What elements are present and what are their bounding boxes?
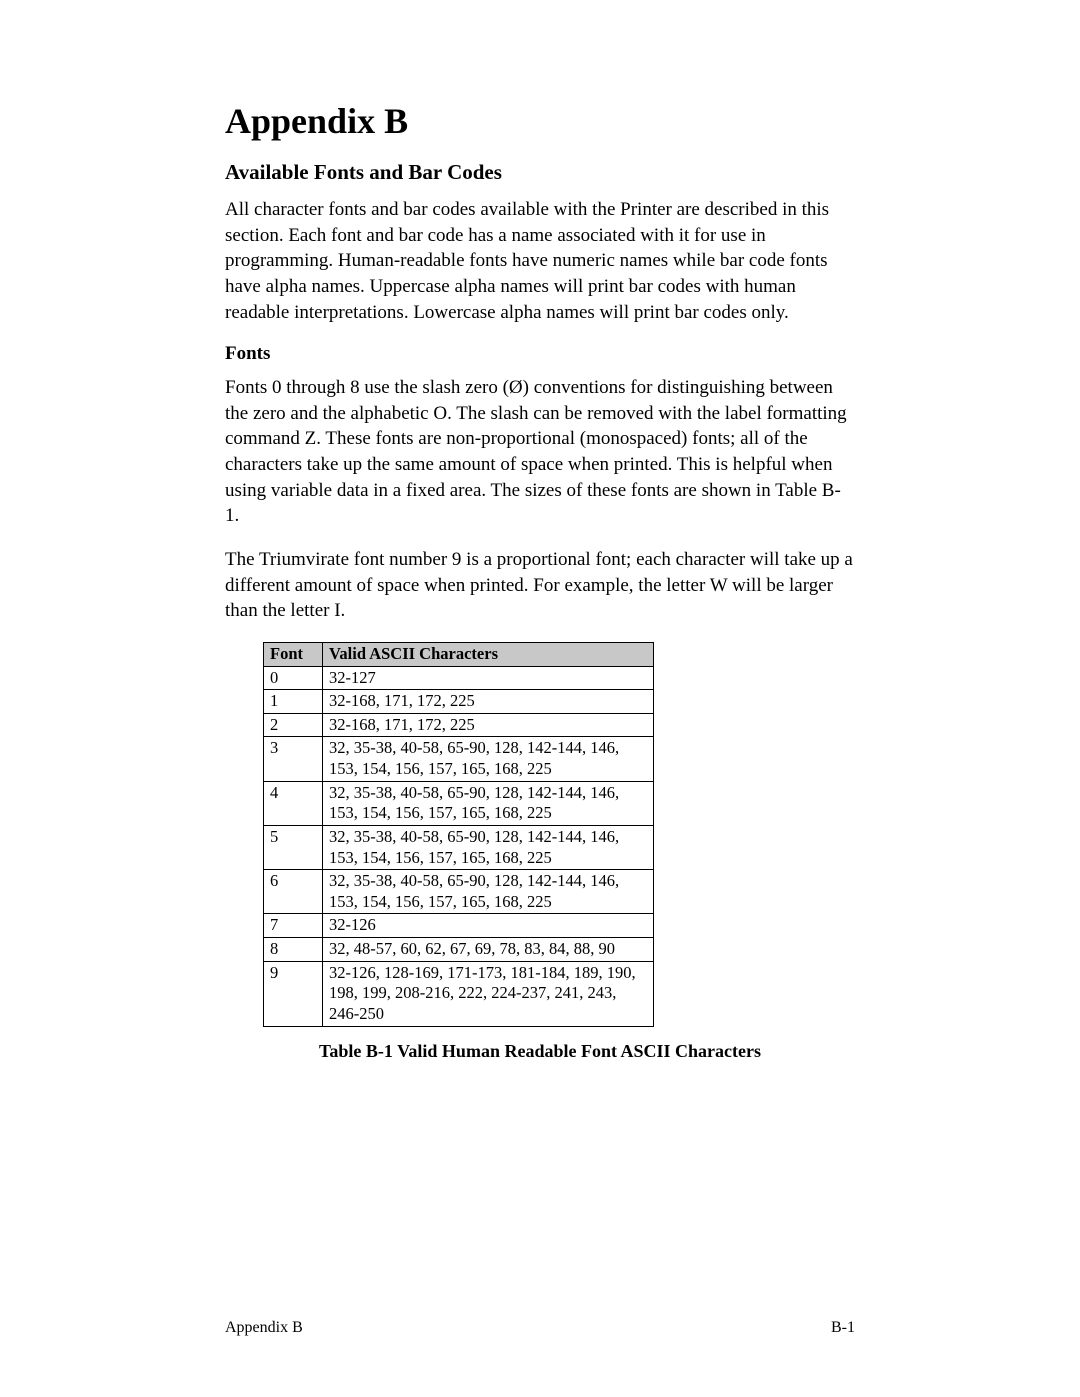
table-cell-font: 1 bbox=[264, 690, 323, 714]
table-cell-font: 5 bbox=[264, 825, 323, 869]
fonts-heading: Fonts bbox=[225, 343, 855, 365]
table-cell-ascii: 32, 35-38, 40-58, 65-90, 128, 142-144, 1… bbox=[323, 781, 654, 825]
table-cell-font: 6 bbox=[264, 870, 323, 914]
table-cell-font: 8 bbox=[264, 938, 323, 962]
table-cell-ascii: 32-126 bbox=[323, 914, 654, 938]
table-row: 532, 35-38, 40-58, 65-90, 128, 142-144, … bbox=[264, 825, 654, 869]
table-cell-ascii: 32-168, 171, 172, 225 bbox=[323, 713, 654, 737]
table-cell-ascii: 32-168, 171, 172, 225 bbox=[323, 690, 654, 714]
table-header-row: Font Valid ASCII Characters bbox=[264, 642, 654, 666]
table-cell-font: 9 bbox=[264, 961, 323, 1026]
table-header-ascii: Valid ASCII Characters bbox=[323, 642, 654, 666]
table-cell-font: 4 bbox=[264, 781, 323, 825]
table-header-font: Font bbox=[264, 642, 323, 666]
table-cell-ascii: 32-127 bbox=[323, 666, 654, 690]
table-cell-font: 2 bbox=[264, 713, 323, 737]
table-row: 332, 35-38, 40-58, 65-90, 128, 142-144, … bbox=[264, 737, 654, 781]
table-caption: Table B-1 Valid Human Readable Font ASCI… bbox=[225, 1041, 855, 1062]
table-cell-font: 0 bbox=[264, 666, 323, 690]
footer-left: Appendix B bbox=[225, 1319, 303, 1337]
fonts-paragraph-2: The Triumvirate font number 9 is a propo… bbox=[225, 547, 855, 624]
table-cell-ascii: 32-126, 128-169, 171-173, 181-184, 189, … bbox=[323, 961, 654, 1026]
table-row: 632, 35-38, 40-58, 65-90, 128, 142-144, … bbox=[264, 870, 654, 914]
page-footer: Appendix B B-1 bbox=[225, 1319, 855, 1337]
table-row: 732-126 bbox=[264, 914, 654, 938]
table-cell-ascii: 32, 35-38, 40-58, 65-90, 128, 142-144, 1… bbox=[323, 870, 654, 914]
table-cell-font: 3 bbox=[264, 737, 323, 781]
table-body: 032-127132-168, 171, 172, 225232-168, 17… bbox=[264, 666, 654, 1026]
fonts-paragraph-1: Fonts 0 through 8 use the slash zero (Ø)… bbox=[225, 375, 855, 529]
table-row: 032-127 bbox=[264, 666, 654, 690]
table-cell-font: 7 bbox=[264, 914, 323, 938]
table-cell-ascii: 32, 35-38, 40-58, 65-90, 128, 142-144, 1… bbox=[323, 825, 654, 869]
table-row: 432, 35-38, 40-58, 65-90, 128, 142-144, … bbox=[264, 781, 654, 825]
page-title: Appendix B bbox=[225, 100, 855, 142]
intro-paragraph: All character fonts and bar codes availa… bbox=[225, 197, 855, 325]
table-row: 832, 48-57, 60, 62, 67, 69, 78, 83, 84, … bbox=[264, 938, 654, 962]
page-content: Appendix B Available Fonts and Bar Codes… bbox=[0, 0, 1080, 1122]
table-row: 132-168, 171, 172, 225 bbox=[264, 690, 654, 714]
table-cell-ascii: 32, 35-38, 40-58, 65-90, 128, 142-144, 1… bbox=[323, 737, 654, 781]
table-row: 932-126, 128-169, 171-173, 181-184, 189,… bbox=[264, 961, 654, 1026]
footer-right: B-1 bbox=[831, 1319, 855, 1337]
page-subtitle: Available Fonts and Bar Codes bbox=[225, 160, 855, 185]
ascii-table: Font Valid ASCII Characters 032-127132-1… bbox=[263, 642, 654, 1027]
table-row: 232-168, 171, 172, 225 bbox=[264, 713, 654, 737]
table-cell-ascii: 32, 48-57, 60, 62, 67, 69, 78, 83, 84, 8… bbox=[323, 938, 654, 962]
